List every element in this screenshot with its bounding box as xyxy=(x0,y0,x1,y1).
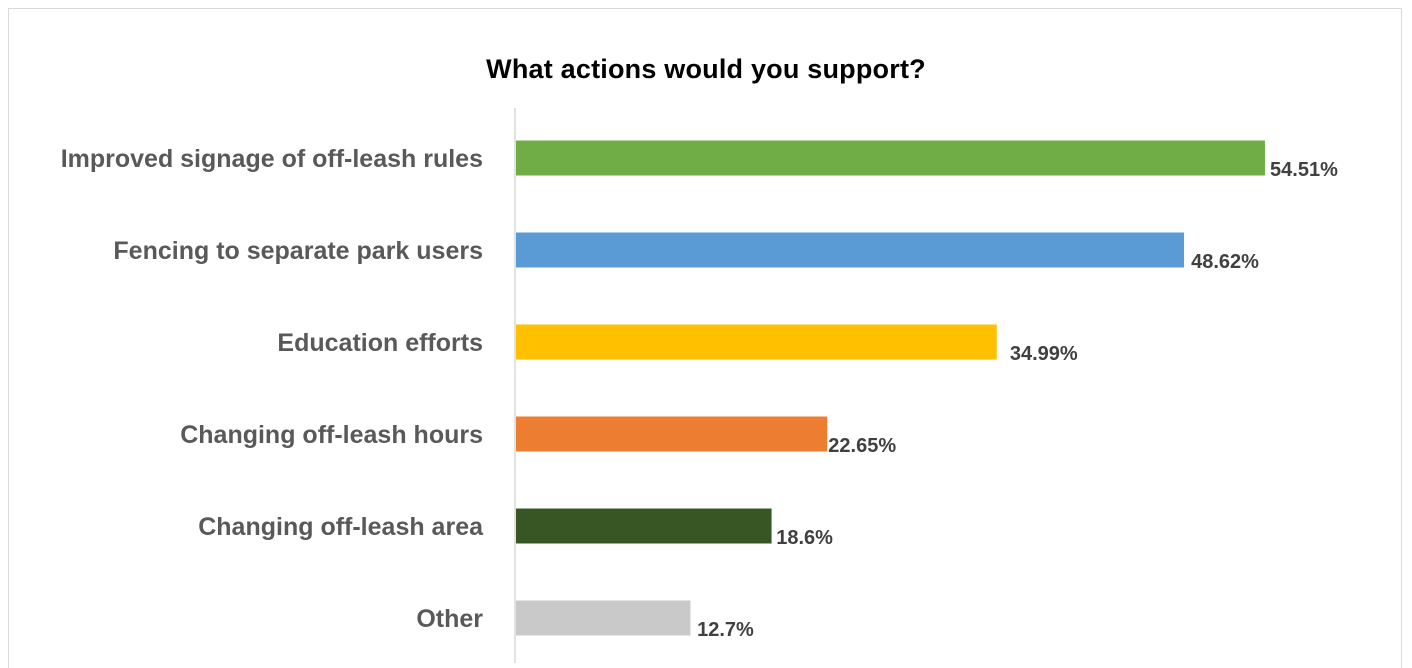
bar-3 xyxy=(516,416,828,452)
category-label: Improved signage of off-leash rules xyxy=(61,145,483,173)
category-label: Education efforts xyxy=(277,329,483,357)
data-label: 48.62% xyxy=(1191,251,1259,273)
data-label: 12.7% xyxy=(697,619,754,641)
data-label: 18.6% xyxy=(776,527,833,549)
category-label: Changing off-leash area xyxy=(198,513,484,541)
bar-4 xyxy=(516,508,772,544)
bar-0 xyxy=(516,140,1265,176)
bar-2 xyxy=(516,324,997,360)
data-label: 22.65% xyxy=(828,435,896,457)
data-label: 34.99% xyxy=(1010,343,1078,365)
category-label: Fencing to separate park users xyxy=(113,237,483,265)
data-label: 54.51% xyxy=(1270,159,1338,181)
bar-5 xyxy=(516,600,691,636)
category-label: Other xyxy=(416,605,483,633)
bar-1 xyxy=(516,232,1185,268)
category-label: Changing off-leash hours xyxy=(180,421,483,449)
chart-title: What actions would you support? xyxy=(486,54,926,84)
